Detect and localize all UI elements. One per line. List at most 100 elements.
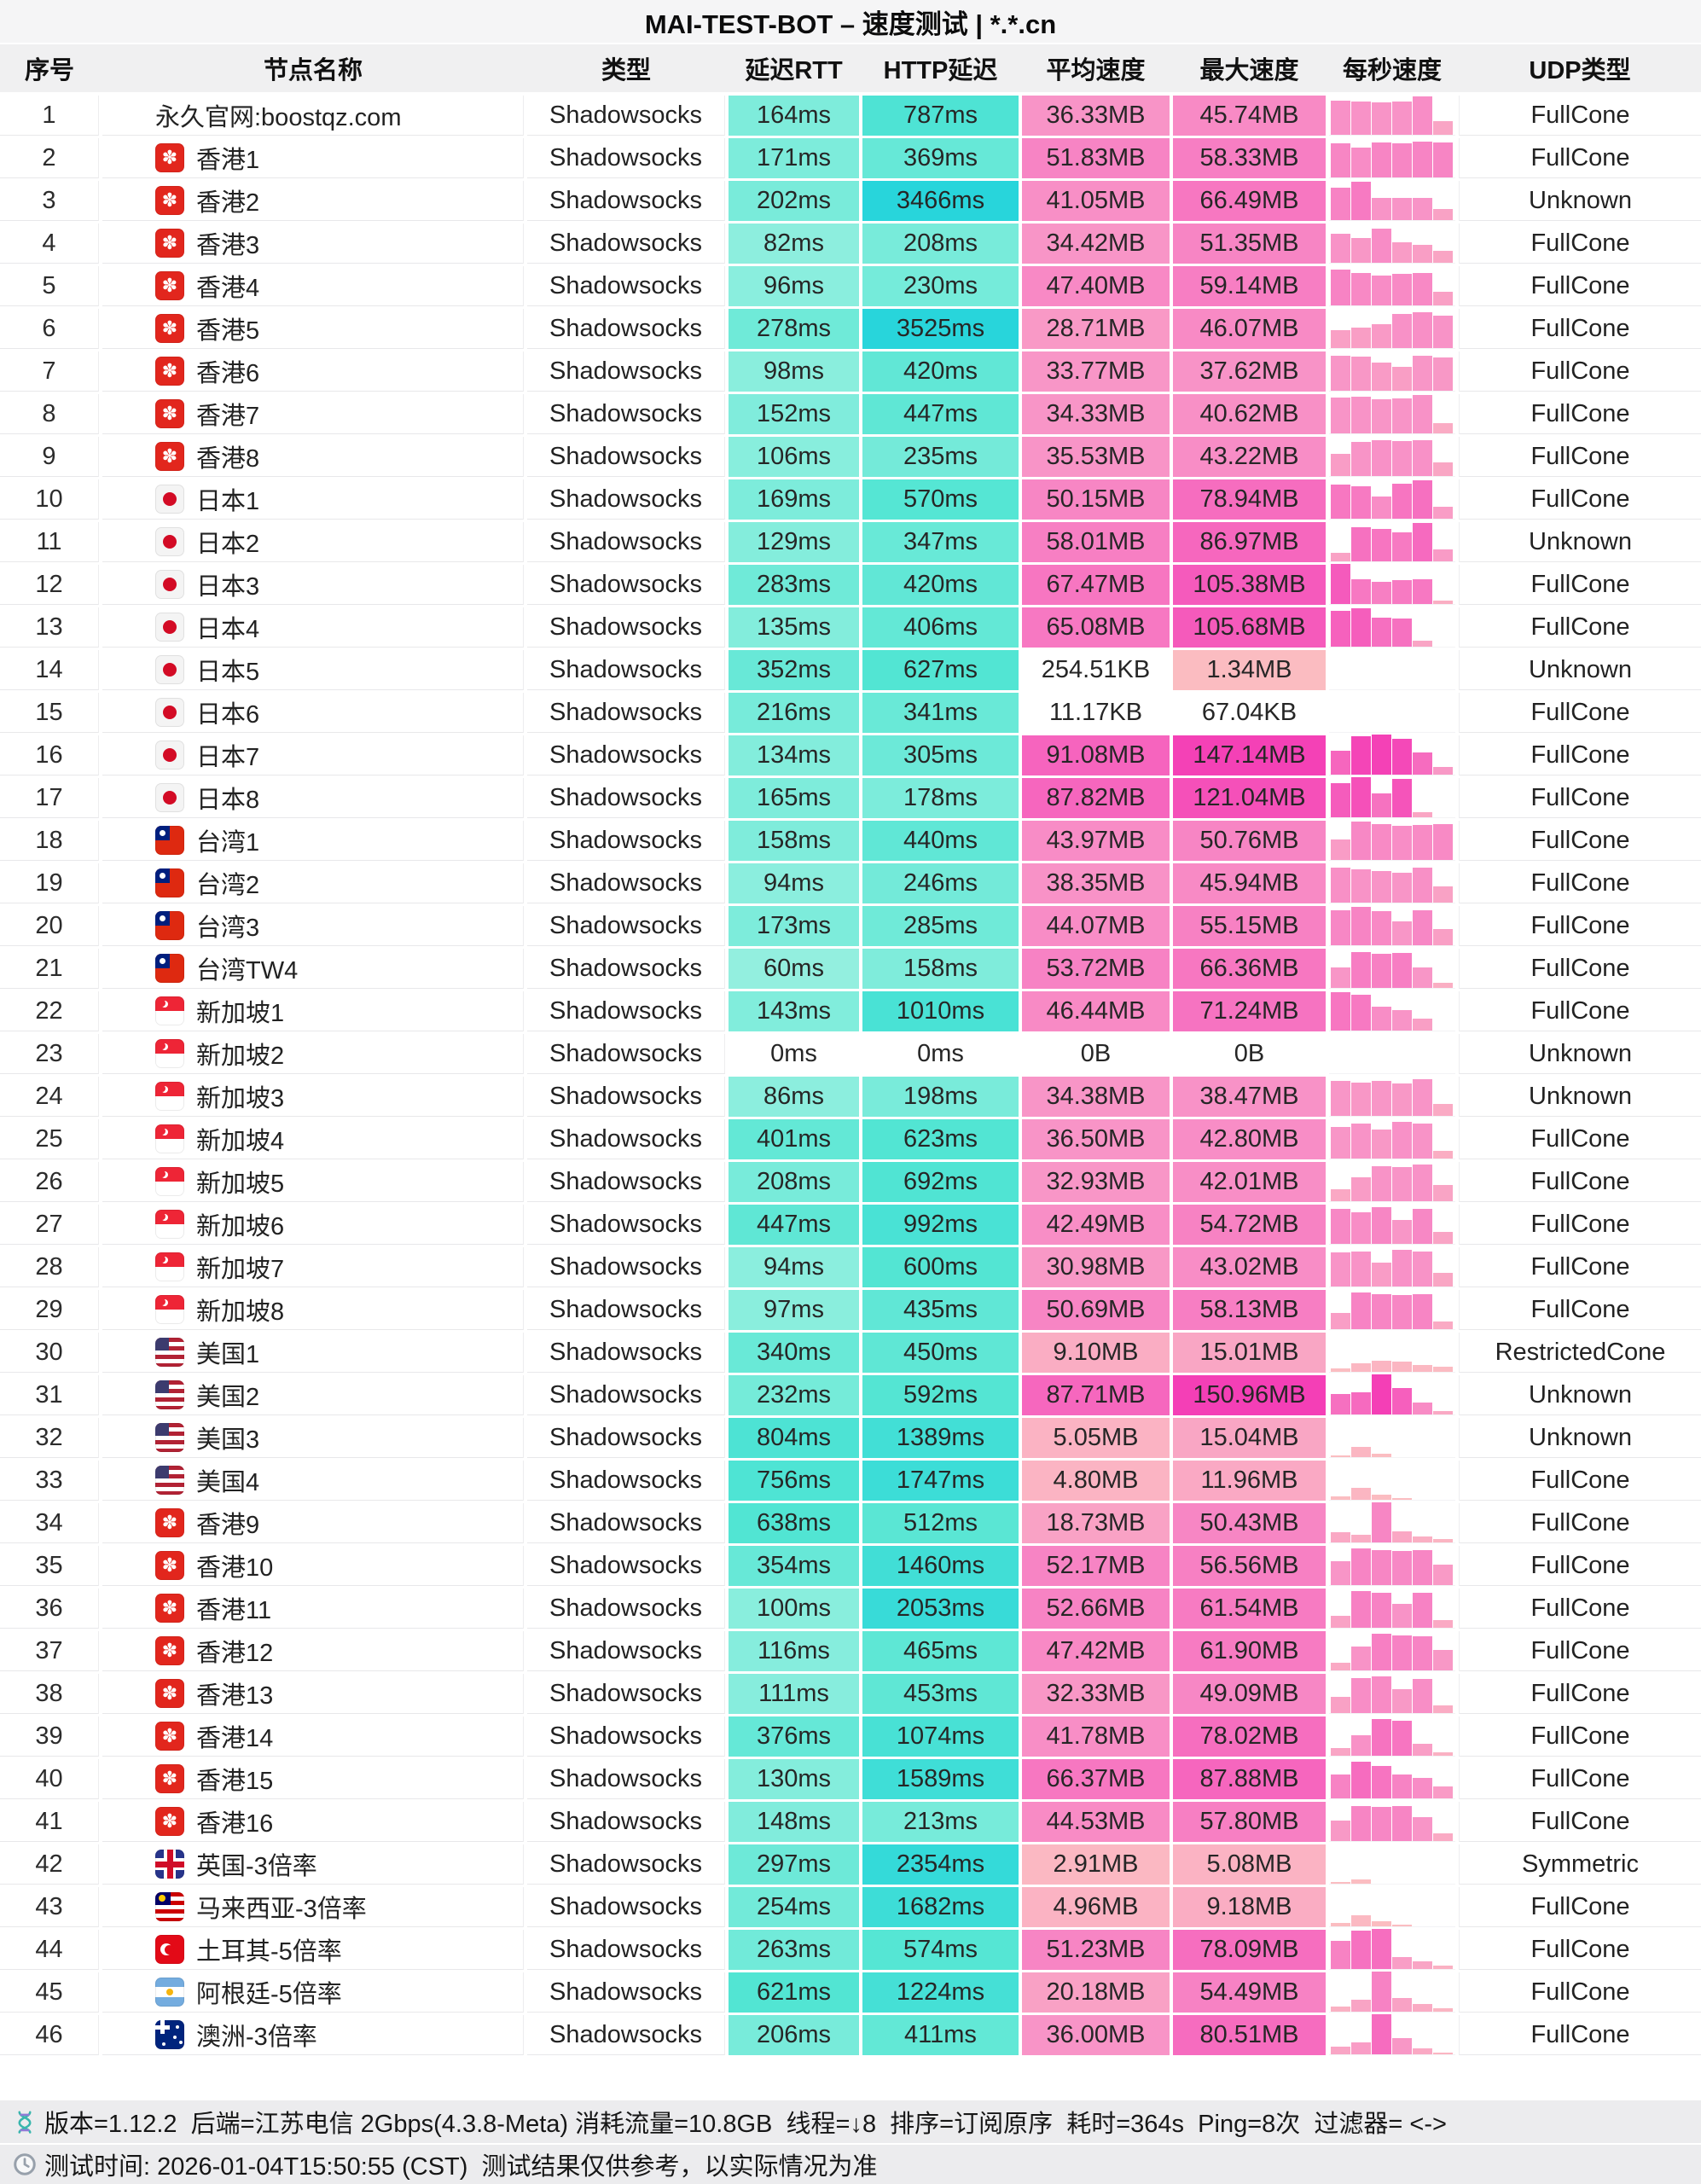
avg-speed-cell: 52.66MB [1022,1589,1170,1629]
seq-cell: 27 [0,1205,99,1245]
udp-type-cell: FullCone [1459,949,1701,989]
http-latency-cell: 341ms [862,693,1019,733]
udp-type-cell: FullCone [1459,735,1701,775]
speed-bar [1392,2038,1412,2054]
flag-tw-icon [155,954,184,983]
rtt-latency-cell: 60ms [729,949,859,989]
node-type-cell: Shadowsocks [527,1119,725,1159]
flag-sg-icon [155,1167,184,1196]
speed-bar [1413,812,1432,817]
node-type-cell: Shadowsocks [527,693,725,733]
udp-type-cell: FullCone [1459,1887,1701,1927]
speed-bar [1351,1535,1371,1542]
speed-bar [1331,1561,1350,1585]
seq-cell: 26 [0,1162,99,1202]
node-name-cell: 美国3 [102,1418,524,1458]
speed-bar [1351,442,1371,476]
udp-type-cell: FullCone [1459,96,1701,136]
flag-hk-icon [155,1636,184,1665]
rtt-latency-cell: 0ms [729,1034,859,1074]
node-name-cell: 新加坡6 [102,1205,524,1245]
node-type-cell: Shadowsocks [527,1972,725,2013]
http-latency-cell: 627ms [862,650,1019,690]
node-name: 新加坡2 [196,1043,285,1070]
max-speed-cell: 59.14MB [1173,266,1326,306]
per-second-speed-chart [1329,991,1455,1031]
speed-bar [1372,1294,1391,1329]
http-latency-cell: 158ms [862,949,1019,989]
speed-bar [1351,1647,1371,1670]
node-type-cell: Shadowsocks [527,1333,725,1373]
speed-bar [1331,485,1350,519]
rtt-latency-cell: 116ms [729,1631,859,1671]
seq-cell: 42 [0,1844,99,1885]
node-type-cell: Shadowsocks [527,351,725,392]
speed-bar [1392,143,1412,177]
node-name: 香港9 [196,1512,260,1539]
speed-bar [1372,198,1391,220]
speed-bar [1392,1957,1412,1969]
speed-bar [1372,229,1391,263]
node-name-cell: 香港13 [102,1674,524,1714]
node-type-cell: Shadowsocks [527,1930,725,1970]
column-header-persec: 每秒速度 [1342,57,1442,84]
table-row: 41 香港16 Shadowsocks148ms213ms44.53MB57.80M… [0,1802,1701,1842]
max-speed-cell: 78.09MB [1173,1930,1326,1970]
flag-tw-icon [155,826,184,855]
node-type-cell: Shadowsocks [527,949,725,989]
speed-bar [1392,1083,1412,1116]
node-name: 阿根廷-5倍率 [196,1981,342,2008]
per-second-speed-chart [1329,735,1455,775]
speed-bar [1372,911,1391,945]
speed-bar [1392,1531,1412,1542]
speed-bar [1433,886,1453,903]
avg-speed-cell: 66.37MB [1022,1759,1170,1799]
speed-bar [1331,188,1350,220]
node-name: 美国4 [196,1469,260,1496]
avg-speed-cell: 0B [1022,1034,1170,1074]
flag-hk-icon [155,229,184,258]
seq-cell: 24 [0,1077,99,1117]
node-name-cell: 马来西亚-3倍率 [102,1887,524,1927]
max-speed-cell: 105.38MB [1173,565,1326,605]
rtt-latency-cell: 202ms [729,181,859,221]
udp-type-cell: FullCone [1459,1759,1701,1799]
http-latency-cell: 592ms [862,1375,1019,1415]
table-row: 15 日本6 Shadowsocks 216ms 341ms 11.17KB 67.04KB… [0,693,1701,733]
speed-bar [1372,102,1391,135]
flag-ar-icon [155,1978,184,2007]
speed-bar [1433,1185,1453,1201]
max-speed-cell: 15.01MB [1173,1333,1326,1373]
node-name-cell: 香港3 [102,224,524,264]
speed-bar [1413,1079,1432,1116]
seq-cell: 33 [0,1461,99,1501]
column-header-type: 类型 [601,57,651,84]
node-name-cell: 香港8 [102,437,524,477]
speed-bar [1392,1220,1412,1244]
avg-speed-cell: 67.47MB [1022,565,1170,605]
node-name-cell: 台湾TW4 [102,949,524,989]
speed-bar [1433,1833,1453,1841]
speed-bar [1331,356,1350,391]
node-name-cell: 香港12 [102,1631,524,1671]
speed-bar [1351,1392,1371,1414]
speed-bar [1392,1806,1412,1841]
table-row: 20 台湾3 Shadowsocks 173ms 285ms 44.07MB 55.15MB… [0,906,1701,946]
speed-bar [1433,2053,1453,2054]
seq-cell: 20 [0,906,99,946]
table-row: 16 日本7 Shadowsocks 134ms 305ms 91.08MB 147.14M… [0,735,1701,775]
node-type-cell: Shadowsocks [527,1418,725,1458]
speed-bar [1392,532,1412,561]
node-name-cell: 新加坡3 [102,1077,524,1117]
speed-bar [1331,1532,1350,1542]
udp-type-cell: FullCone [1459,1589,1701,1629]
node-name: 香港11 [196,1597,272,1624]
max-speed-cell: 38.47MB [1173,1077,1326,1117]
speed-bar [1433,209,1453,220]
max-speed-cell: 11.96MB [1173,1461,1326,1501]
node-name-cell: 香港10 [102,1546,524,1586]
speed-bar [1433,983,1453,988]
node-name: 澳洲-3倍率 [196,2024,317,2051]
speed-bar [1413,1636,1432,1670]
udp-type-cell: FullCone [1459,863,1701,903]
